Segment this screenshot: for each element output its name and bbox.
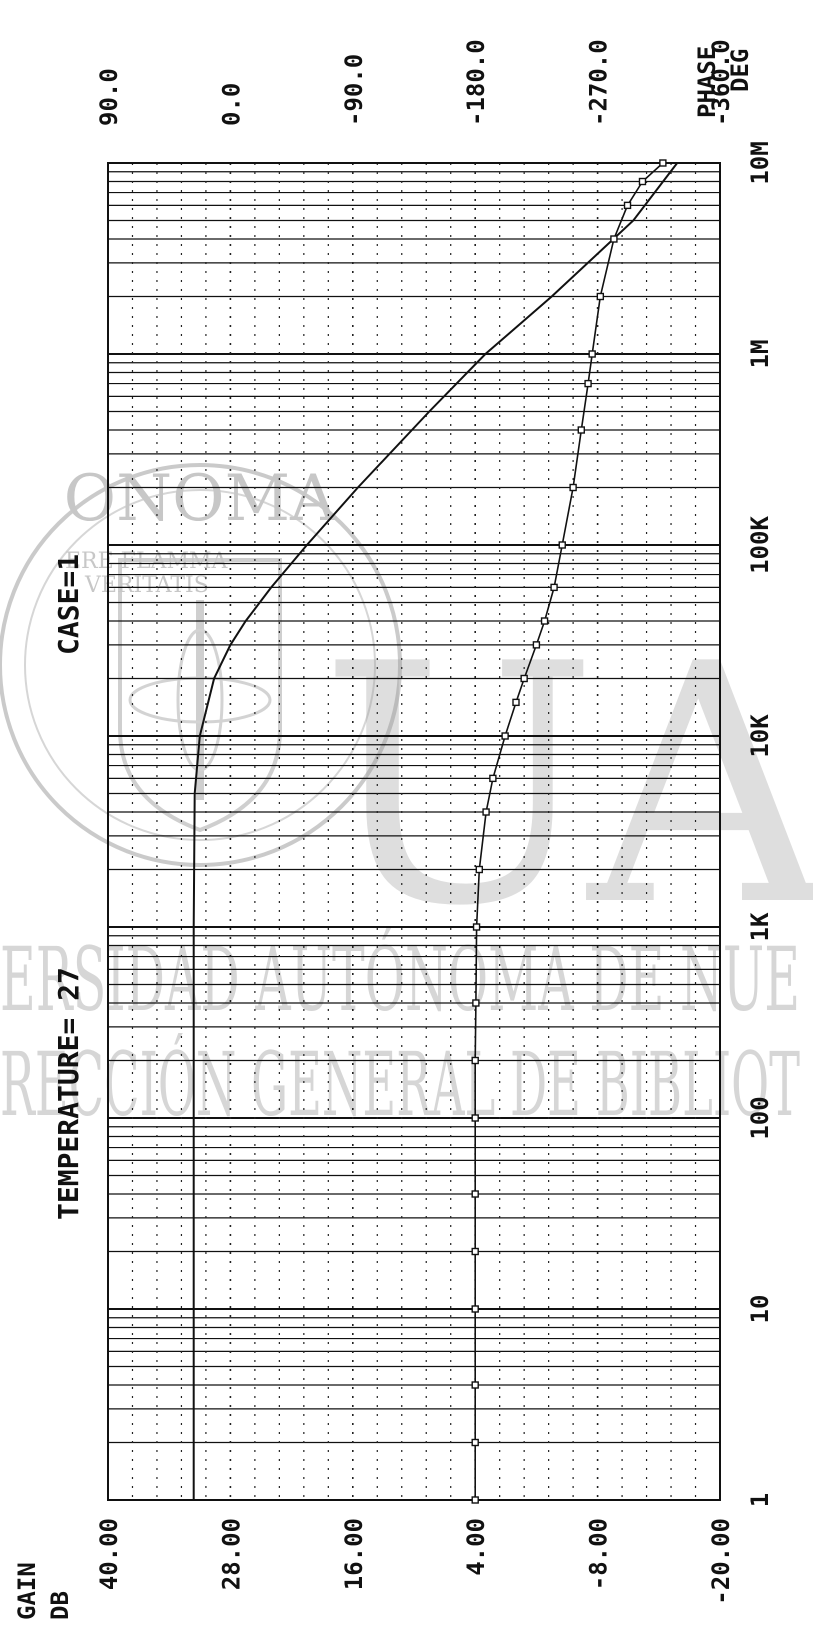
phase-marker: [471, 1056, 479, 1065]
phase-marker: [577, 426, 585, 434]
phase-marker: [472, 999, 480, 1007]
watermark-line-2: RECCIÓN GENERAL DE BIBLIOT: [0, 1032, 800, 1136]
phase-axis-unit: DEG: [726, 49, 754, 92]
watermark-line-1: ERSIDAD AUTÓNOMA DE NUE: [0, 927, 800, 1031]
phase-marker: [471, 1190, 479, 1198]
gain-axis-unit: DB: [46, 1591, 74, 1620]
plot-grid: [108, 163, 720, 1501]
tick-labels: 1 10 100 1K 10K 100K 1M 10M 40.00 28.00 16.00 4.00 -…: [95, 39, 774, 1604]
freq-tick-label: 10K: [746, 714, 774, 758]
freq-tick-label: 100K: [746, 516, 774, 574]
phase-marker: [623, 201, 632, 210]
chart-subtitle: CASE=1: [52, 554, 85, 655]
phase-tick-label: 0.0: [217, 83, 245, 126]
phase-marker: [532, 641, 541, 649]
phase-marker: [512, 698, 520, 707]
phase-marker: [472, 923, 481, 931]
logo-motto-1: ERE FLAMMA: [65, 549, 228, 574]
logo-top-text: ONOMA: [64, 462, 337, 536]
freq-tick-label: 100: [746, 1096, 774, 1139]
gain-curve: [192, 162, 678, 1500]
phase-marker: [550, 583, 558, 592]
gain-tick-label: 28.00: [217, 1518, 245, 1590]
phase-marker: [558, 541, 566, 549]
freq-tick-label: 1: [746, 1493, 774, 1507]
phase-marker: [588, 350, 596, 358]
phase-marker: [471, 1381, 479, 1389]
phase-tick-label: -270.0: [585, 39, 613, 126]
series-layer: [192, 159, 678, 1504]
phase-marker: [471, 1247, 479, 1256]
phase-tick-label: -360.0: [707, 39, 735, 126]
phase-marker: [471, 1305, 479, 1313]
plot-frame: [107, 162, 721, 1501]
watermark-big-letters: UAN: [320, 594, 813, 978]
phase-tick-label: 90.0: [95, 68, 123, 126]
gain-tick-label: 40.00: [95, 1518, 123, 1590]
freq-tick-label: 1K: [746, 912, 774, 941]
phase-marker: [471, 1496, 479, 1504]
freq-tick-label: 10M: [746, 141, 774, 184]
phase-marker: [610, 235, 618, 243]
phase-marker: [501, 732, 509, 740]
gain-axis-label: GAIN: [13, 1562, 41, 1620]
phase-marker: [520, 674, 528, 683]
phase-tick-label: -180.0: [462, 39, 490, 126]
gain-tick-label: -8.00: [585, 1518, 613, 1590]
phase-marker: [482, 808, 490, 816]
freq-tick-label: 1M: [746, 340, 774, 369]
phase-marker: [471, 1114, 479, 1122]
gain-tick-label: -20.00: [707, 1518, 735, 1605]
phase-tick-label: -90.0: [340, 54, 368, 126]
phase-marker: [596, 292, 605, 301]
phase-marker: [475, 865, 483, 874]
logo-motto-2: VERITATIS: [84, 573, 209, 598]
gain-tick-label: 4.00: [462, 1518, 490, 1576]
gain-tick-label: 16.00: [340, 1518, 368, 1590]
phase-marker: [659, 159, 667, 167]
phase-marker: [584, 379, 592, 388]
chart-title: TEMPERATURE= 27: [52, 967, 85, 1220]
phase-marker: [471, 1438, 479, 1447]
phase-marker: [489, 774, 497, 783]
phase-axis-label: PHASE: [693, 46, 721, 118]
phase-marker: [638, 177, 647, 186]
freq-tick-label: 10: [746, 1295, 774, 1324]
phase-marker: [569, 483, 577, 492]
phase-marker: [540, 617, 549, 625]
